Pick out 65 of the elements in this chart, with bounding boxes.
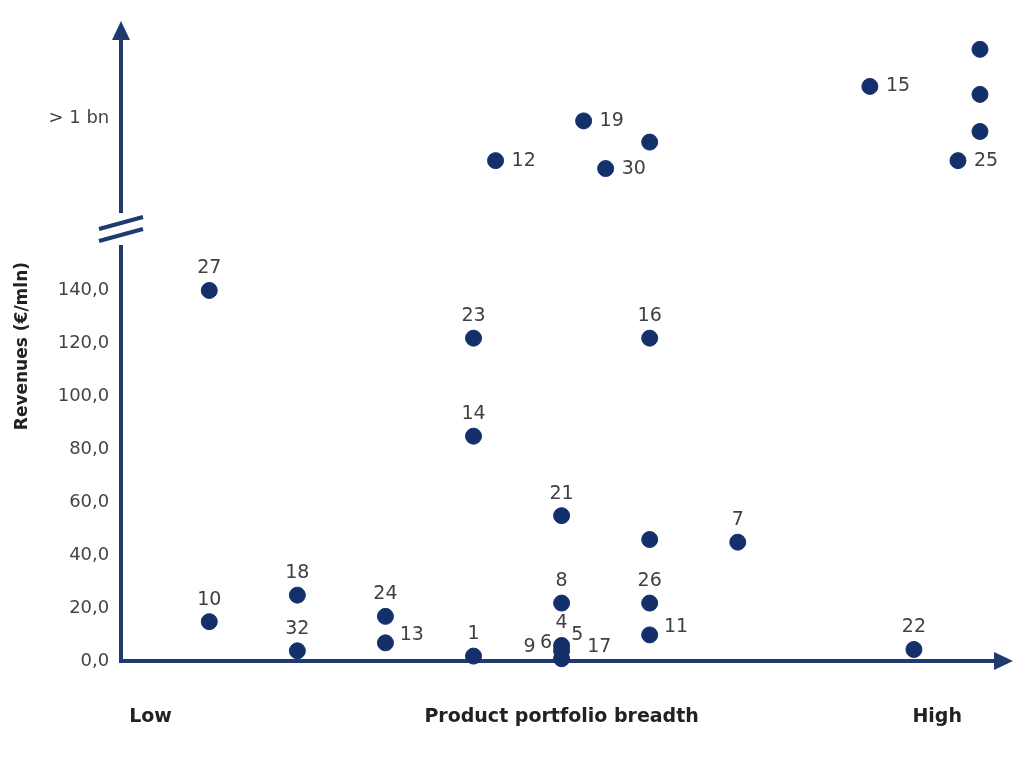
point	[465, 427, 483, 445]
annotation: 16	[637, 303, 662, 326]
point	[376, 607, 394, 625]
y-tick-label: 100,0	[57, 384, 110, 406]
text: Low	[129, 704, 172, 727]
point	[597, 160, 615, 178]
x-axis-title: Product portfolio breadth	[424, 704, 699, 727]
y-tick-label: 0,0	[80, 649, 110, 671]
point	[553, 594, 571, 612]
annotation: 24	[373, 581, 398, 604]
point	[949, 152, 967, 170]
annotation: 32	[285, 615, 310, 638]
point	[288, 642, 306, 660]
annotation: 6	[539, 630, 553, 653]
annotation: 15	[885, 73, 911, 96]
annotation: 27	[197, 255, 222, 278]
y-tick-label: 80,0	[69, 437, 110, 459]
annotation: 7	[731, 507, 744, 530]
annotation: 10	[197, 586, 222, 609]
point	[641, 133, 659, 151]
point	[729, 533, 747, 551]
annotation: 23	[461, 303, 486, 326]
y-tick-label: 120,0	[57, 331, 110, 353]
annotation: 17	[587, 634, 612, 657]
text: High	[912, 704, 962, 727]
annotation: 26	[637, 568, 662, 591]
annotation: 12	[511, 147, 536, 170]
point	[971, 122, 989, 140]
y-tick-label: > 1 bn	[48, 105, 110, 127]
point	[641, 626, 659, 644]
y-axis-title: Revenues (€/mln)	[10, 261, 31, 431]
point	[641, 329, 659, 347]
annotation: 25	[973, 147, 999, 170]
point	[641, 594, 659, 612]
point	[200, 281, 218, 299]
annotation: 14	[461, 401, 486, 424]
point	[971, 85, 989, 103]
point	[553, 507, 571, 525]
annotation: 5	[571, 622, 584, 645]
annotation: 30	[621, 155, 646, 178]
annotation: 1	[467, 621, 480, 644]
point	[861, 77, 879, 95]
annotation: 21	[549, 480, 574, 503]
y-tick-label: 20,0	[69, 596, 110, 618]
point	[376, 634, 394, 652]
y-tick-label: 40,0	[69, 543, 110, 565]
annotation: 4	[555, 610, 568, 633]
y-tick-label: 60,0	[69, 490, 110, 512]
point	[575, 112, 593, 130]
point	[971, 40, 989, 58]
point	[641, 531, 659, 549]
annotation: 8	[555, 568, 568, 591]
annotation: 9	[523, 634, 536, 657]
point	[487, 152, 505, 170]
annotation: 13	[399, 622, 424, 645]
annotation: 18	[285, 560, 310, 583]
point	[905, 640, 923, 658]
point	[288, 586, 306, 604]
annotation: 22	[901, 614, 927, 637]
annotation: 19	[599, 107, 624, 130]
point	[465, 647, 483, 665]
y-tick-label: 140,0	[57, 278, 110, 300]
point	[465, 329, 483, 347]
point	[200, 613, 218, 631]
annotation: 11	[663, 614, 689, 637]
